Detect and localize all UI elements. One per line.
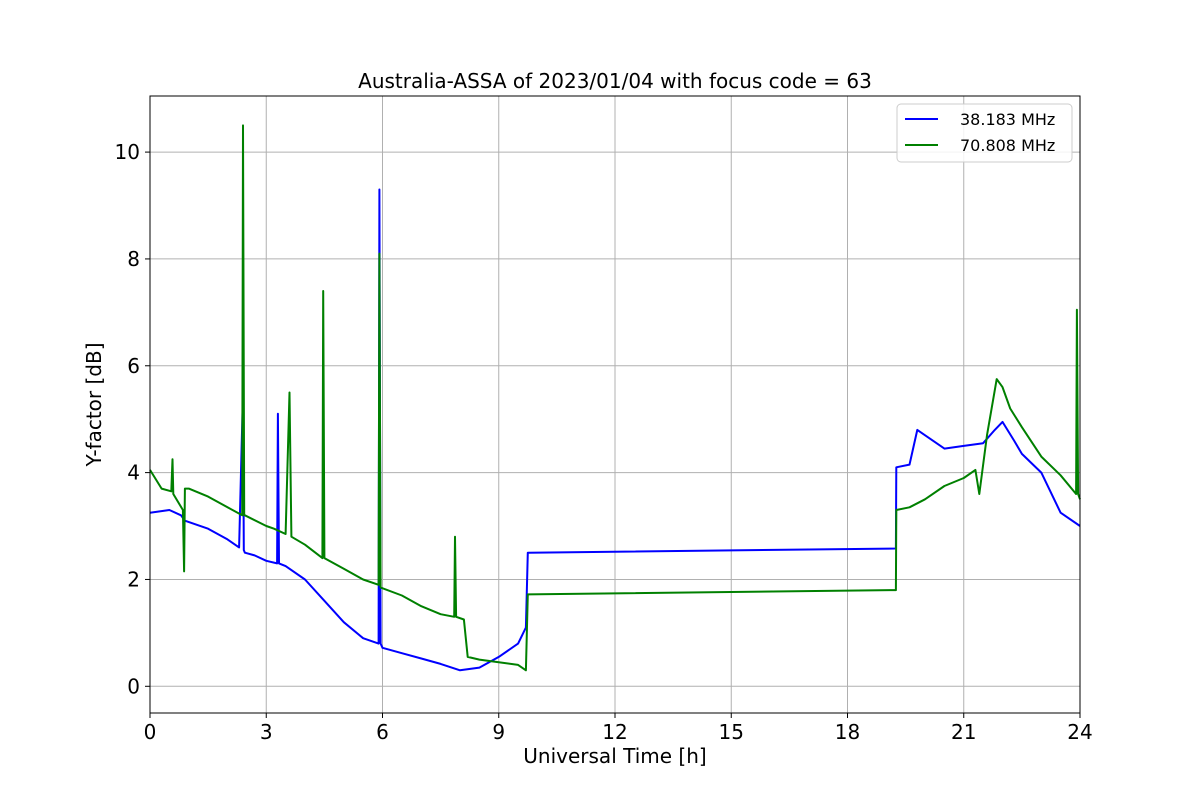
series-group [149, 124, 1081, 672]
x-tick-label: 0 [144, 720, 157, 744]
legend-label-70mhz: 70.808 MHz [960, 136, 1055, 155]
legend-box [896, 103, 1073, 163]
x-tick-label: 12 [602, 720, 627, 744]
x-tick-label: 9 [492, 720, 505, 744]
series-38mhz-line [149, 188, 1081, 672]
x-tick-label: 21 [951, 720, 976, 744]
y-tick-label: 4 [127, 461, 140, 485]
series-70mhz-line [149, 124, 1081, 672]
legend: 38.183 MHz 70.808 MHz [896, 103, 1073, 163]
x-tick-label: 15 [719, 720, 744, 744]
x-axis-label: Universal Time [h] [523, 744, 706, 768]
x-tick-label: 18 [835, 720, 860, 744]
x-tick-label: 6 [376, 720, 389, 744]
y-tick-label: 2 [127, 567, 140, 591]
y-tick-label: 8 [127, 247, 140, 271]
y-tick-label: 6 [127, 354, 140, 378]
x-tick-label: 24 [1067, 720, 1092, 744]
chart-title: Australia-ASSA of 2023/01/04 with focus … [358, 69, 872, 93]
y-axis-label: Y-factor [dB] [82, 342, 106, 467]
y-tick-label: 0 [127, 674, 140, 698]
legend-label-38mhz: 38.183 MHz [960, 110, 1055, 129]
x-tick-label: 3 [260, 720, 273, 744]
y-tick-label: 10 [115, 140, 140, 164]
